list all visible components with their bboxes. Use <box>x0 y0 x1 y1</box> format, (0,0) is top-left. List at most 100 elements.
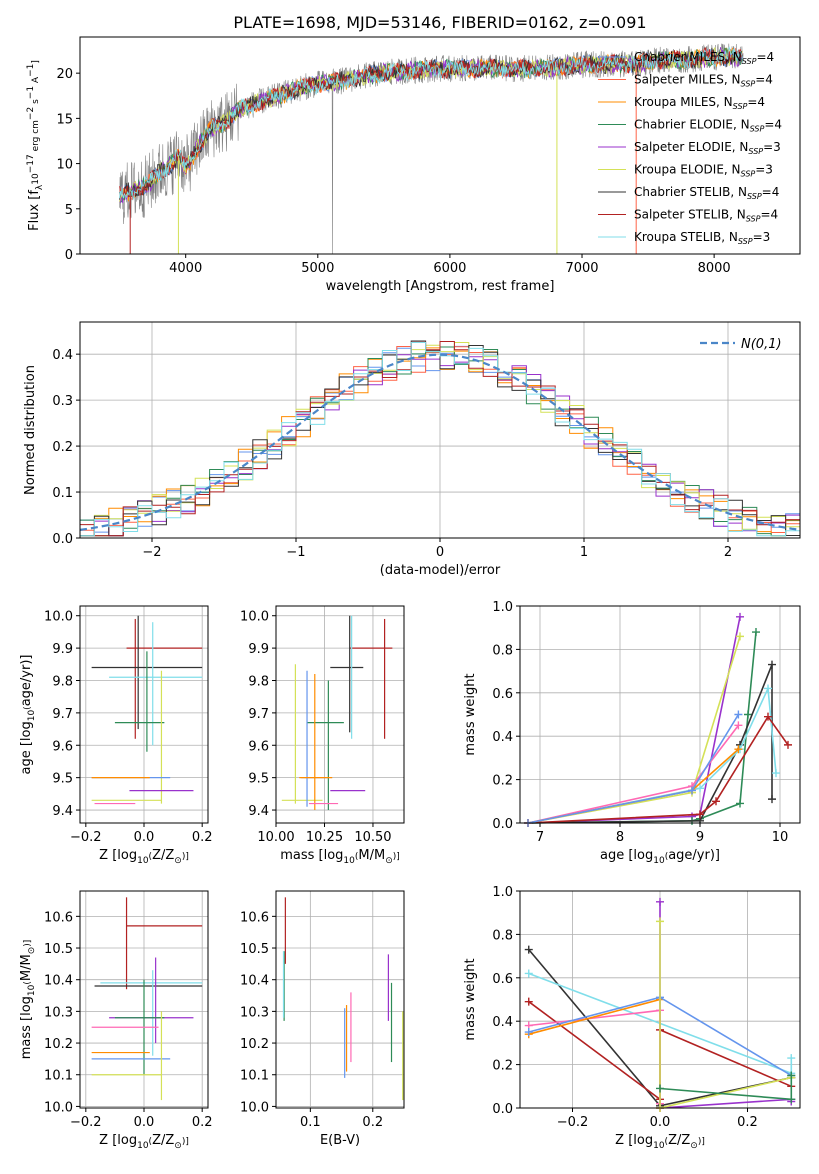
legend-label: Kroupa STELIB, NSSP=3 <box>634 230 770 246</box>
spectrum-panel: 4000 5000 6000 7000 8000 0 5 10 15 20 wavelength [… <box>26 36 801 294</box>
axes-frame <box>79 321 801 539</box>
y-axis-label: mass weight <box>463 673 478 755</box>
normal-distribution-curve <box>80 353 800 531</box>
mass-weight-marker <box>787 1054 796 1063</box>
x-tick-label: 9 <box>696 830 704 845</box>
mass-weight-marker <box>736 799 744 808</box>
x-tick-label: 0.2 <box>737 1115 758 1130</box>
y-axis-label: age [log10(age/yr)] <box>19 654 37 774</box>
x-tick-label: 0.1 <box>300 1115 321 1130</box>
mass-weight-line <box>527 715 789 824</box>
x-tick-label: 7 <box>536 830 544 845</box>
mass-weight-marker <box>787 1071 796 1080</box>
mass-weight-marker <box>764 712 772 721</box>
y-tick-label: 9.6 <box>248 739 269 754</box>
mass-weight-marker <box>736 612 744 621</box>
legend-label: Chabrier ELODIE, NSSP=4 <box>634 118 782 134</box>
y-tick-label: 0.6 <box>492 972 513 987</box>
x-tick-label: 4000 <box>169 261 202 276</box>
y-tick-label: 5 <box>65 203 73 218</box>
legend-label: Kroupa MILES, NSSP=4 <box>634 95 765 111</box>
x-axis-label: Z [log10(Z/Z⊙)] <box>99 848 189 866</box>
x-tick-label: 10.25 <box>306 830 343 845</box>
mass-weight-line <box>527 616 741 824</box>
y-tick-label: 9.6 <box>52 739 73 754</box>
y-tick-label: 15 <box>56 112 73 127</box>
mass-vs-ebv-panel: 0.1 0.2 10.0 10.1 10.2 10.3 10.4 10.5 10.6 E(B-V) <box>240 890 405 1148</box>
y-tick-label: 0.2 <box>492 1059 513 1074</box>
x-tick-label: 2 <box>724 545 732 560</box>
x-tick-label: 1 <box>580 545 588 560</box>
y-tick-label: 20 <box>56 67 73 82</box>
legend-label: Salpeter MILES, NSSP=4 <box>634 73 773 89</box>
y-tick-label: 0.8 <box>492 643 513 658</box>
x-tick-label: 10.00 <box>257 830 294 845</box>
mass-weight-line <box>659 1075 793 1101</box>
y-tick-label: 10.0 <box>240 610 269 625</box>
y-tick-label: 0.0 <box>492 1102 513 1117</box>
x-tick-label: 0.2 <box>192 1115 213 1130</box>
y-tick-label: 0.8 <box>492 928 513 943</box>
y-axis-label: Flux [fλ10−17 erg cm−2 s−1 A−1] <box>26 60 45 231</box>
y-tick-label: 10.5 <box>240 942 269 957</box>
mass-weight-line <box>659 921 792 1110</box>
y-tick-label: 0.4 <box>492 1015 513 1030</box>
y-tick-label: 10.0 <box>240 1100 269 1115</box>
x-axis-label: E(B-V) <box>320 1133 360 1148</box>
y-tick-label: 9.9 <box>248 642 269 657</box>
y-axis-label: Normed distribution <box>23 365 38 495</box>
spectrum-title: PLATE=1698, MJD=53146, FIBERID=0162, z=0… <box>233 13 646 32</box>
y-tick-label: 1.0 <box>492 600 513 615</box>
mass-weight-marker <box>768 660 776 669</box>
y-tick-label: 10.1 <box>240 1069 269 1084</box>
y-tick-label: 1.0 <box>492 885 513 900</box>
residuals-panel: −2 −1 0 1 2 0.0 0.1 0.2 0.3 0.4 N(0,1) (data-model)… <box>23 321 801 578</box>
legend-label: Salpeter STELIB, NSSP=4 <box>634 208 778 224</box>
x-tick-label: −2 <box>142 545 161 560</box>
y-tick-label: 10.0 <box>44 1100 73 1115</box>
legend-label: N(0,1) <box>741 337 782 352</box>
mass-weight-marker <box>764 684 772 693</box>
mass-vs-metallicity-panel: −0.2 0.0 0.2 10.0 10.1 10.2 10.3 10.4 10.5 10.6 Z … <box>19 890 213 1151</box>
y-tick-label: 10.0 <box>44 610 73 625</box>
x-tick-label: −0.2 <box>70 830 102 845</box>
x-tick-label: −0.2 <box>70 1115 102 1130</box>
y-tick-label: 10.2 <box>44 1037 73 1052</box>
x-tick-label: 10 <box>772 830 789 845</box>
mass-weight-marker <box>772 769 780 778</box>
mass-weight-marker <box>524 1028 533 1037</box>
y-tick-label: 9.7 <box>248 707 269 722</box>
legend-label: Chabrier STELIB, NSSP=4 <box>634 185 779 201</box>
mass-weight-marker <box>696 784 704 793</box>
y-tick-label: 0 <box>65 248 73 263</box>
mass-weight-marker <box>736 632 744 641</box>
age-vs-metallicity-panel: −0.2 0.0 0.2 9.4 9.5 9.6 9.7 9.8 9.9 10.0 Z [log10… <box>19 605 213 866</box>
age-vs-mass-panel: 10.00 10.25 10.50 9.4 9.5 9.6 9.7 9.8 9.9 10.0 mas… <box>240 605 405 866</box>
axes-frame <box>79 605 209 824</box>
mass-weight-marker <box>696 810 704 819</box>
y-tick-label: 9.7 <box>52 707 73 722</box>
residual-histogram-step <box>80 342 800 537</box>
mass-weight-marker <box>734 721 743 730</box>
y-tick-label: 9.8 <box>248 674 269 689</box>
residual-histogram-step <box>80 341 800 537</box>
mass-weight-marker <box>524 969 533 978</box>
y-tick-label: 9.9 <box>52 642 73 657</box>
y-tick-label: 10.4 <box>44 974 73 989</box>
x-axis-label: wavelength [Angstrom, rest frame] <box>326 279 555 294</box>
mass-weight-marker <box>656 917 664 926</box>
mass-weight-marker <box>656 1084 664 1093</box>
mass-weight-marker <box>734 745 743 754</box>
y-tick-label: 10 <box>56 158 73 173</box>
mass-weight-marker <box>768 795 776 804</box>
x-tick-label: 0.0 <box>134 830 155 845</box>
y-tick-label: 0.2 <box>492 774 513 789</box>
x-tick-label: 8 <box>616 830 624 845</box>
y-tick-label: 0.4 <box>492 730 513 745</box>
axes-frame <box>275 605 405 824</box>
y-tick-label: 10.5 <box>44 942 73 957</box>
x-axis-label: Z [log10(Z/Z⊙)] <box>615 1133 705 1151</box>
y-tick-label: 9.5 <box>248 772 269 787</box>
mass-weight-marker <box>744 710 752 719</box>
